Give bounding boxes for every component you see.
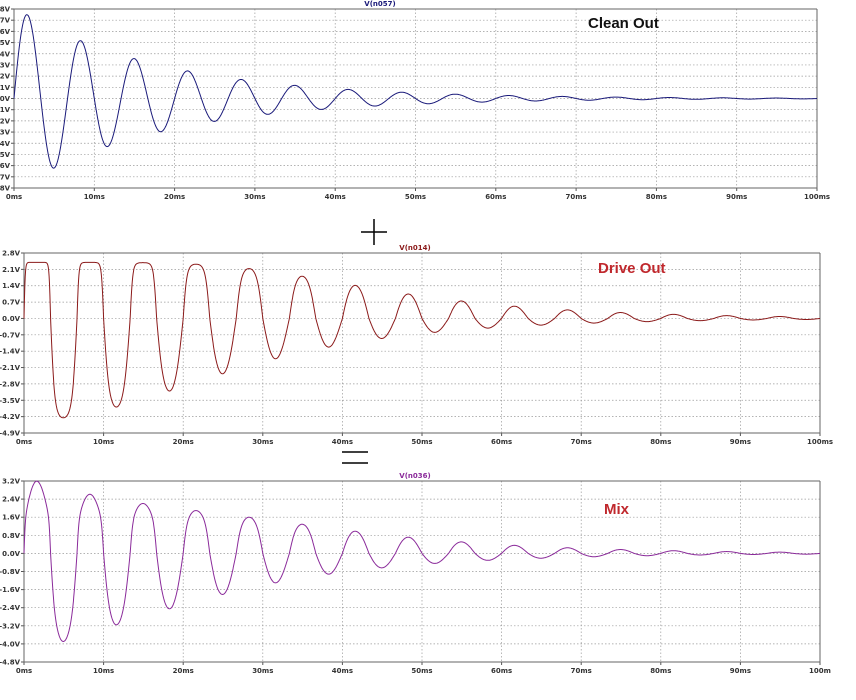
y-tick-label: 2V [0, 73, 11, 81]
x-tick-label: 20ms [173, 438, 194, 446]
y-tick-label: 1.4V [2, 282, 20, 290]
trace-name: V(n036) [399, 472, 430, 480]
y-tick-label: 7V [0, 17, 11, 25]
x-tick-label: 70ms [571, 667, 592, 675]
annotation-label: Clean Out [588, 15, 659, 32]
axis-frame [23, 253, 821, 434]
x-tick-label: 60ms [491, 667, 512, 675]
x-tick-label: 90ms [730, 667, 751, 675]
axis-frame [23, 481, 821, 663]
y-tick-label: 0V [0, 95, 11, 103]
y-tick-label: -7V [0, 173, 11, 181]
y-tick-label: 6V [0, 28, 11, 36]
x-tick-label: 80ms [650, 667, 671, 675]
y-tick-label: -2.1V [0, 364, 21, 372]
y-tick-label: 4V [0, 50, 11, 58]
trace-name: V(n057) [364, 0, 395, 8]
y-tick-label: 0.8V [2, 532, 20, 540]
x-tick-label: 100m [809, 667, 831, 675]
x-tick-label: 30ms [244, 193, 265, 201]
y-tick-label: 0.0V [2, 550, 20, 558]
y-tick-label: -3.5V [0, 397, 21, 405]
y-tick-label: -3.2V [0, 622, 21, 630]
y-tick-label: 1V [0, 84, 11, 92]
x-tick-label: 50ms [411, 438, 432, 446]
y-tick-label: -4.0V [0, 640, 21, 648]
x-tick-label: 60ms [485, 193, 506, 201]
x-tick-label: 40ms [325, 193, 346, 201]
waveform-trace [23, 261, 820, 419]
y-tick-label: -4.8V [0, 659, 21, 667]
y-tick-label: -1V [0, 106, 11, 114]
y-tick-label: -0.7V [0, 331, 21, 339]
annotation-label: Mix [604, 501, 630, 518]
plot-panel-2: 2.8V 2.1V 1.4V 0.7V 0.0V -0.7V -1.4V -2.1V -2.8V… [0, 244, 833, 446]
x-tick-label: 80ms [646, 193, 667, 201]
y-tick-label: -6V [0, 162, 11, 170]
y-tick-label: -2V [0, 117, 11, 125]
y-tick-label: -5V [0, 151, 11, 159]
y-tick-label: -2.8V [0, 380, 21, 388]
y-tick-label: -0.8V [0, 568, 21, 576]
x-tick-label: 10ms [84, 193, 105, 201]
y-tick-label: 1.6V [2, 514, 20, 522]
y-tick-label: -4.2V [0, 413, 21, 421]
x-tick-label: 0ms [16, 438, 32, 446]
x-tick-label: 100ms [807, 438, 833, 446]
waveform-trace [23, 480, 820, 642]
equals-sign [342, 451, 368, 464]
y-tick-label: 2.8V [2, 250, 20, 258]
x-tick-label: 90ms [726, 193, 747, 201]
y-tick-label: -1.6V [0, 586, 21, 594]
x-tick-label: 60ms [491, 438, 512, 446]
y-tick-label: 2.4V [2, 496, 20, 504]
y-tick-label: 3.2V [2, 478, 20, 486]
x-tick-label: 40ms [332, 438, 353, 446]
x-tick-label: 70ms [571, 438, 592, 446]
y-tick-label: -4V [0, 140, 11, 148]
trace-name: V(n014) [399, 244, 430, 252]
plus-sign [361, 219, 387, 245]
x-tick-label: 40ms [332, 667, 353, 675]
y-tick-label: -8V [0, 185, 11, 193]
x-tick-label: 30ms [252, 667, 273, 675]
y-tick-label: 8V [0, 6, 11, 14]
plot-panel-1: 8V 7V 6V 5V 4V 3V 2V 1V 0V -1V -2V -3V -4V -5V -6V -7V -… [0, 0, 830, 201]
x-tick-label: 30ms [252, 438, 273, 446]
x-tick-label: 70ms [565, 193, 586, 201]
y-tick-label: 3V [0, 61, 11, 69]
x-tick-label: 0ms [16, 667, 32, 675]
x-tick-label: 80ms [650, 438, 671, 446]
y-tick-label: 0.7V [2, 299, 20, 307]
plot-panel-3: 3.2V 2.4V 1.6V 0.8V 0.0V -0.8V -1.6V -2.4V -3.2V… [0, 472, 831, 675]
x-tick-label: 100ms [804, 193, 830, 201]
x-tick-label: 10ms [93, 667, 114, 675]
x-tick-label: 20ms [164, 193, 185, 201]
y-tick-label: -2.4V [0, 604, 21, 612]
annotation-label: Drive Out [598, 260, 666, 277]
y-tick-label: -3V [0, 129, 11, 137]
x-tick-label: 10ms [93, 438, 114, 446]
y-tick-label: -1.4V [0, 348, 21, 356]
y-tick-label: 5V [0, 39, 11, 47]
y-tick-label: 2.1V [2, 266, 20, 274]
x-tick-label: 0ms [6, 193, 22, 201]
waveform-trace [13, 14, 817, 169]
y-tick-label: 0.0V [2, 315, 20, 323]
x-tick-label: 50ms [411, 667, 432, 675]
y-tick-label: -4.9V [0, 430, 21, 438]
x-tick-label: 90ms [730, 438, 751, 446]
x-tick-label: 50ms [405, 193, 426, 201]
x-tick-label: 20ms [173, 667, 194, 675]
